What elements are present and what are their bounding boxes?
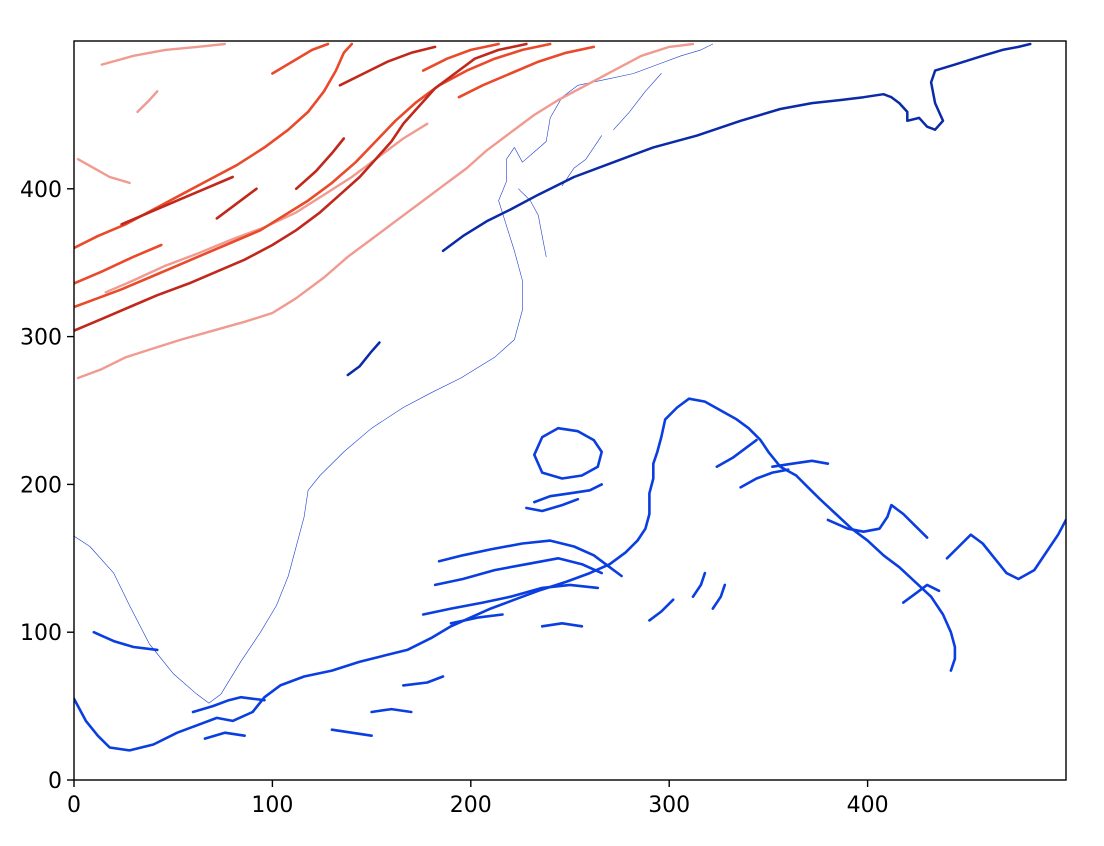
x-tick-label: 100 [251,793,293,818]
contour-line-deep-16 [691,571,707,599]
contour-line-deep-10 [715,438,758,469]
contour-line-warm-dark-4 [215,187,258,220]
contour-line-warm-dark-2 [294,137,346,191]
contour-line-warm-light-0 [76,42,695,380]
contour-line-deep-4 [525,497,580,513]
contour-series-deep [74,397,1066,752]
y-tick-label: 0 [48,769,62,794]
contour-line-warm-mid-2 [271,42,330,75]
axes-frame [73,40,1067,781]
contour-line-deep-7 [421,583,600,616]
contour-line-deep-15 [648,598,675,622]
contour-line-deep-23 [401,675,445,687]
contour-line-deep-2 [532,426,604,480]
contour-line-warm-dark-3 [338,45,437,87]
contour-series-shelf [346,42,1032,377]
contour-series-warm-dark [74,42,528,333]
contour-line-deep-14 [901,583,941,604]
y-tick-label: 200 [20,473,62,498]
contour-line-warm-mid-0 [74,42,552,309]
contour-line-deep-13 [826,503,929,539]
contour-series-warm-light [76,42,695,380]
contour-line-deep-6 [433,556,604,587]
contour-line-deep-21 [330,728,373,738]
contour-line-warm-mid-5 [74,243,163,285]
contour-line-deep-9 [540,621,584,628]
contour-line-warm-light-4 [136,90,159,114]
x-tick-label: 200 [450,793,492,818]
y-tick-label: 100 [20,621,62,646]
contour-line-deep-12 [771,459,830,469]
contour-line-coastline-1 [518,188,547,258]
x-tick-label: 300 [648,793,690,818]
contour-line-deep-8 [449,613,504,625]
plot-area [74,42,1066,752]
contour-line-deep-1 [945,518,1066,581]
contour-line-warm-mid-4 [457,45,596,99]
contour-line-deep-17 [711,583,727,610]
y-tick-label: 400 [20,178,62,203]
contour-line-shelf-1 [441,42,1032,253]
contour-line-deep-3 [532,483,604,504]
contour-line-warm-light-2 [76,157,131,185]
contour-line-coastline-0 [74,43,714,704]
x-axis-ticks: 0 100 200 300 400 [67,780,889,818]
contour-line-warm-light-3 [100,42,227,66]
contour-series-layer [74,42,1066,752]
contour-line-deep-19 [203,731,246,740]
contour-line-warm-dark-0 [74,42,528,333]
contour-line-deep-20 [92,630,159,652]
y-axis-ticks: 0 100 200 300 400 [20,178,74,794]
contour-series-coastline [74,43,714,704]
contour-line-deep-11 [739,468,790,489]
contour-line-warm-dark-1 [120,175,234,226]
x-tick-label: 400 [847,793,889,818]
contour-line-deep-18 [191,695,266,714]
contour-line-warm-light-1 [104,122,429,294]
contour-line-warm-mid-3 [421,42,500,72]
contour-line-coastline-2 [561,135,603,187]
contour-line-coastline-3 [613,73,662,130]
x-tick-label: 0 [67,793,81,818]
contour-line-deep-5 [437,539,623,578]
contour-line-deep-22 [370,707,413,714]
y-tick-label: 300 [20,326,62,351]
contour-line-shelf-0 [346,341,381,377]
